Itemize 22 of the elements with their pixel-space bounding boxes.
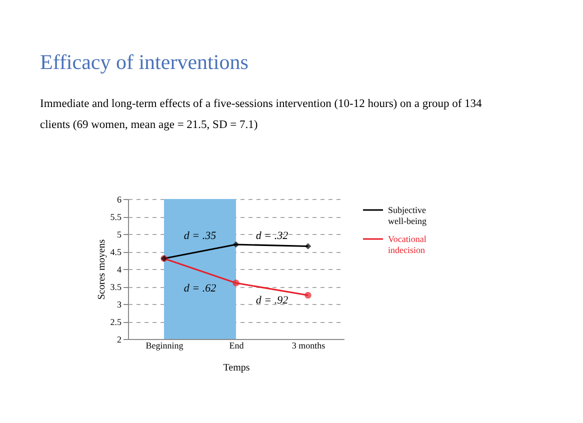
annotation: d = .32 (256, 230, 289, 242)
y-tick-label: 4 (117, 264, 122, 274)
y-tick-label: 2 (117, 334, 122, 344)
x-tick-label: 3 months (292, 340, 326, 350)
y-tick-label: 6 (117, 194, 122, 204)
y-tick-label: 3.5 (110, 282, 122, 292)
x-tick-label: End (229, 340, 244, 350)
chart-subtitle: Immediate and long-term effects of a five-sessions intervention (10-12 hours) on a group of 134 clients (69 women, mean age = 21.5, SD = 7.1) (40, 97, 483, 133)
y-axis-title: Scores moyens (96, 239, 108, 300)
y-tick-label: 2.5 (110, 317, 122, 327)
annotation: d = .62 (184, 282, 217, 294)
y-tick-label: 4.5 (110, 247, 122, 257)
y-tick-label: 5.5 (110, 212, 122, 222)
x-axis-title: Temps (223, 362, 250, 374)
legend-label: Vocational indecision (388, 234, 427, 255)
legend-label: Subjective well-being (388, 205, 427, 226)
x-tick-label: Beginning (146, 340, 184, 350)
annotation: d = .92 (256, 294, 289, 306)
y-tick-label: 3 (117, 300, 122, 310)
chart-title: Efficacy of interventions (40, 50, 248, 75)
annotation: d = .35 (184, 230, 217, 242)
y-tick-label: 5 (117, 230, 122, 240)
